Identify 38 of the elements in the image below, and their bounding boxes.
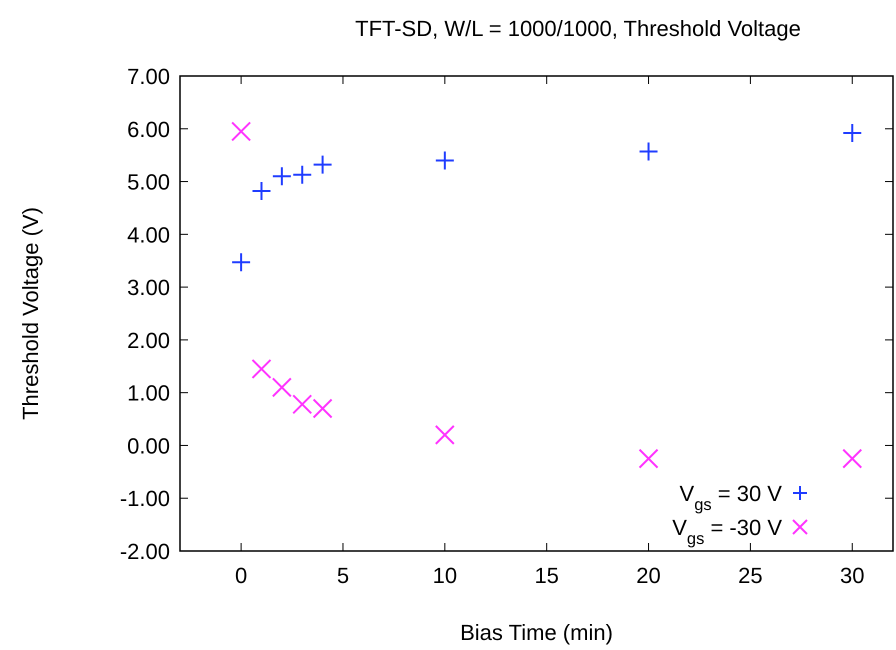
point xyxy=(231,121,252,142)
y-axis-title: Threshold Voltage (V) xyxy=(18,207,43,420)
legend-label: V$_{gs}$ = -30 V xyxy=(672,515,782,548)
point xyxy=(638,141,659,162)
chart-title: TFT-SD, W/L = 1000/1000, Threshold Voltage xyxy=(355,16,801,41)
point xyxy=(272,166,292,186)
point xyxy=(842,123,862,143)
point xyxy=(272,377,292,398)
x-tick-label: 25 xyxy=(738,563,763,588)
y-tick-label: 7.00 xyxy=(127,64,170,89)
point xyxy=(231,252,252,272)
y-tick-label: 0.00 xyxy=(127,433,170,458)
y-tick-label: 4.00 xyxy=(127,222,170,248)
point xyxy=(292,164,312,185)
legend-label: V$_{gs}$ = 30 V xyxy=(680,481,782,514)
point xyxy=(312,154,333,175)
point xyxy=(434,424,455,445)
x-tick-label: 30 xyxy=(840,563,864,588)
point xyxy=(251,358,272,379)
y-tick-label: -1.00 xyxy=(120,486,170,512)
point xyxy=(638,448,659,469)
x-tick-label: 0 xyxy=(234,563,248,588)
x-tick-label: 10 xyxy=(432,563,458,588)
x-axis-title: Bias Time (min) xyxy=(460,620,613,645)
point xyxy=(251,181,272,202)
y-tick-label: 6.00 xyxy=(127,116,170,142)
point xyxy=(434,150,455,170)
point xyxy=(842,448,862,469)
x-tick-label: 5 xyxy=(336,563,350,588)
y-tick-label: 2.00 xyxy=(127,328,170,353)
y-tick-label: -2.00 xyxy=(120,539,170,564)
point xyxy=(292,394,312,414)
x-tick-label: 20 xyxy=(636,563,661,588)
x-tick-label: 15 xyxy=(534,563,559,588)
point xyxy=(312,398,333,418)
y-tick-label: 3.00 xyxy=(127,275,170,300)
y-tick-label: 1.00 xyxy=(127,380,170,406)
y-tick-label: 5.00 xyxy=(127,170,170,195)
